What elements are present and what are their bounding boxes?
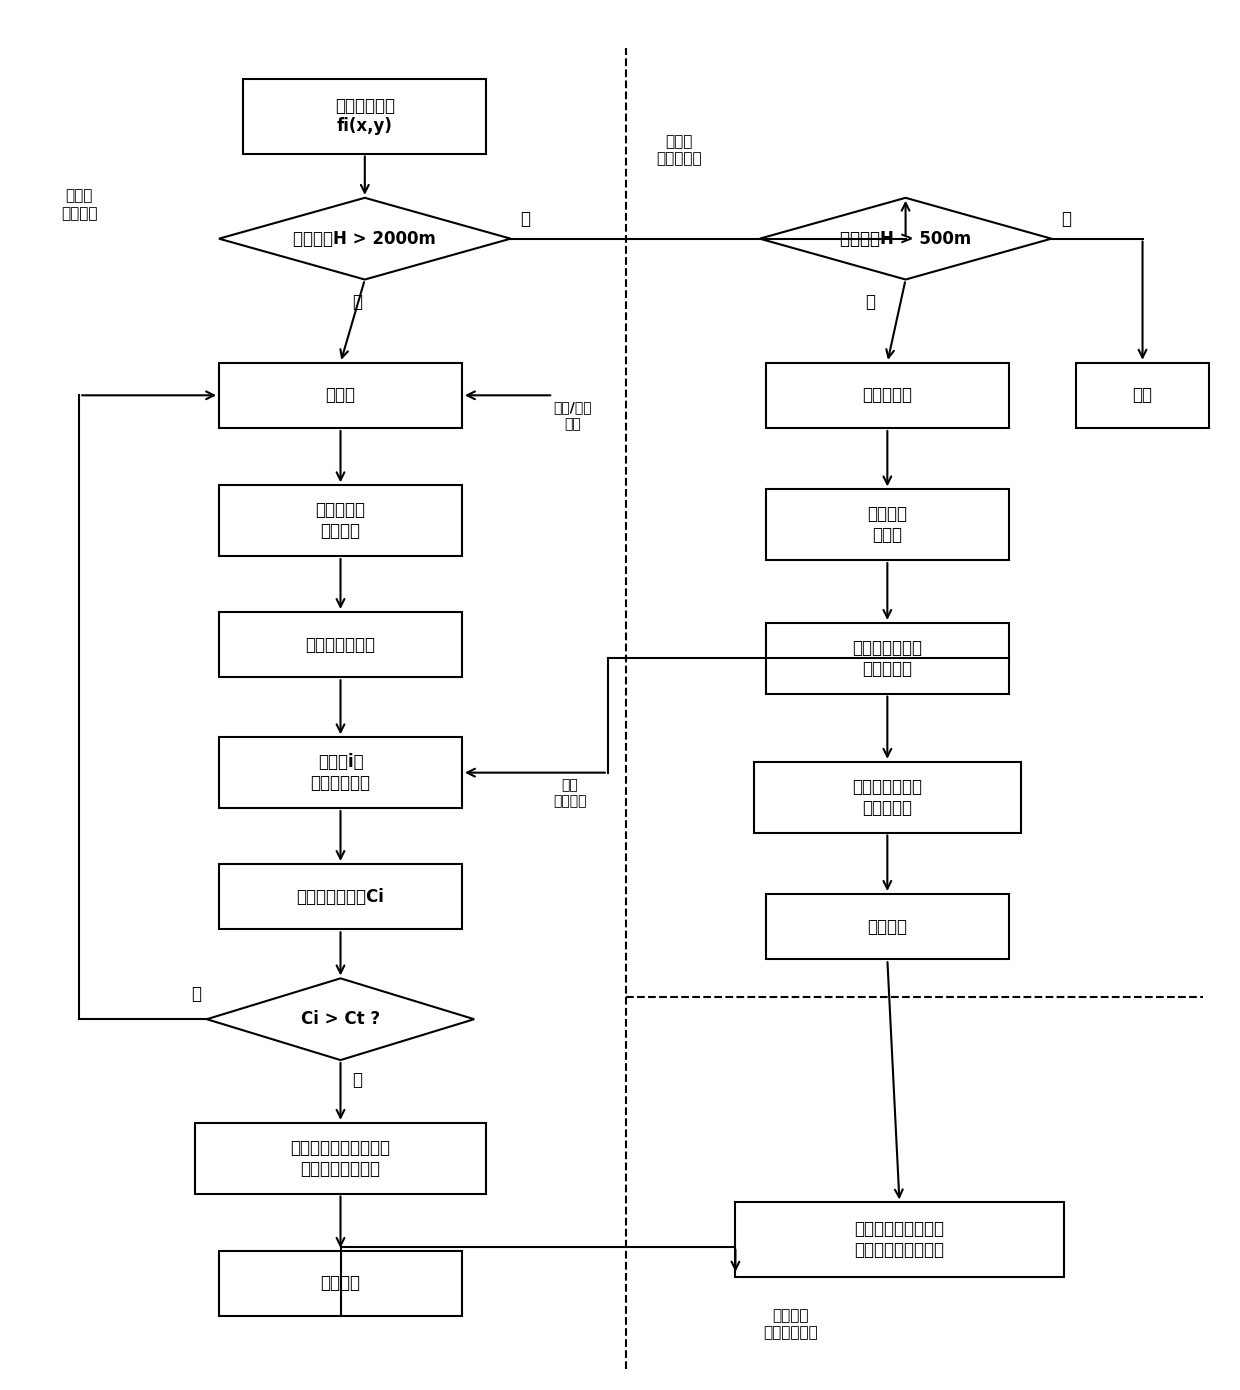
FancyBboxPatch shape bbox=[219, 1251, 463, 1316]
Text: 是: 是 bbox=[866, 293, 875, 311]
Text: 获取目标模板特征数
据及兴趣点坐标信息: 获取目标模板特征数 据及兴趣点坐标信息 bbox=[854, 1220, 945, 1259]
Text: 面目标分割: 面目标分割 bbox=[862, 386, 913, 404]
FancyBboxPatch shape bbox=[1075, 363, 1209, 428]
Polygon shape bbox=[207, 979, 474, 1061]
FancyBboxPatch shape bbox=[766, 894, 1009, 959]
Text: 远距离
目标检测: 远距离 目标检测 bbox=[61, 189, 98, 221]
Text: 是: 是 bbox=[352, 293, 362, 311]
Text: 否: 否 bbox=[1061, 210, 1071, 228]
Text: 确定第i帧
可能的目标区: 确定第i帧 可能的目标区 bbox=[310, 753, 371, 792]
Text: 计算目标置信度Ci: 计算目标置信度Ci bbox=[296, 888, 384, 906]
Polygon shape bbox=[219, 197, 511, 279]
FancyBboxPatch shape bbox=[754, 762, 1021, 833]
Text: 目标特征估计：
位置，方位: 目标特征估计： 位置，方位 bbox=[852, 639, 923, 677]
FancyBboxPatch shape bbox=[766, 363, 1009, 428]
FancyBboxPatch shape bbox=[219, 363, 463, 428]
Text: Ci > Ct ?: Ci > Ct ? bbox=[301, 1011, 381, 1029]
Text: 成像高度H > 2000m: 成像高度H > 2000m bbox=[294, 229, 436, 247]
Text: 预处理: 预处理 bbox=[326, 386, 356, 404]
Polygon shape bbox=[760, 197, 1052, 279]
FancyBboxPatch shape bbox=[735, 1202, 1064, 1277]
Text: 控制纠偏: 控制纠偏 bbox=[867, 917, 908, 935]
Text: 失效: 失效 bbox=[1132, 386, 1152, 404]
FancyBboxPatch shape bbox=[766, 489, 1009, 560]
Text: 目标标记
与识别: 目标标记 与识别 bbox=[867, 506, 908, 543]
FancyBboxPatch shape bbox=[219, 485, 463, 556]
Text: 背景抑制及
目标分割: 背景抑制及 目标分割 bbox=[315, 502, 366, 541]
Text: 地面保障
数据准备阶段: 地面保障 数据准备阶段 bbox=[763, 1308, 817, 1340]
Text: 近距离
兴趣点识别: 近距离 兴趣点识别 bbox=[656, 133, 702, 167]
Text: 否: 否 bbox=[191, 986, 201, 1002]
Text: 成像高度H > 500m: 成像高度H > 500m bbox=[839, 229, 971, 247]
FancyBboxPatch shape bbox=[219, 737, 463, 808]
Text: 确定并优选目标，输出
目标形心位置坐标: 确定并优选目标，输出 目标形心位置坐标 bbox=[290, 1138, 391, 1177]
FancyBboxPatch shape bbox=[243, 79, 486, 153]
Text: 是: 是 bbox=[352, 1070, 362, 1088]
Text: 空间图像序列
fi(x,y): 空间图像序列 fi(x,y) bbox=[335, 97, 394, 135]
Text: 目标兴趣点间接
识别与定位: 目标兴趣点间接 识别与定位 bbox=[852, 778, 923, 816]
Text: 去噪及特征提取: 去噪及特征提取 bbox=[305, 635, 376, 653]
Text: 控制纠偏: 控制纠偏 bbox=[320, 1275, 361, 1293]
Text: 目标
特征模型: 目标 特征模型 bbox=[553, 778, 587, 808]
FancyBboxPatch shape bbox=[219, 612, 463, 677]
FancyBboxPatch shape bbox=[766, 623, 1009, 694]
Text: 目标/背景
特性: 目标/背景 特性 bbox=[553, 400, 591, 431]
FancyBboxPatch shape bbox=[219, 865, 463, 930]
FancyBboxPatch shape bbox=[195, 1123, 486, 1194]
Text: 否: 否 bbox=[521, 210, 531, 228]
